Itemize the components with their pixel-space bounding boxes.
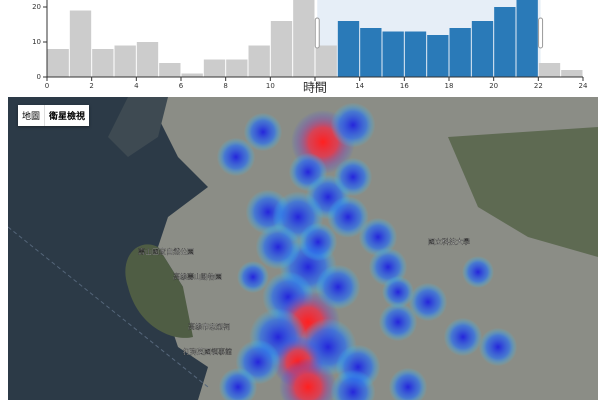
heat-blob [478, 327, 518, 367]
map-label: 打狗英國領事館 [183, 347, 232, 356]
bar [69, 10, 92, 77]
bar [226, 59, 248, 77]
bar [315, 45, 337, 77]
bar [561, 70, 583, 77]
heat-blob [255, 224, 301, 270]
bar [47, 49, 69, 77]
map-type-control: 地圖 衛星檢視 [18, 105, 90, 126]
brush-handle [538, 17, 544, 49]
x-tick-label: 18 [445, 82, 454, 90]
x-tick-label: 6 [179, 82, 184, 90]
heat-blob [330, 369, 376, 400]
heat-blob [237, 261, 269, 293]
heat-blob [462, 256, 494, 288]
x-tick-label: 10 [266, 82, 275, 90]
bar [494, 7, 516, 77]
bar [270, 21, 293, 77]
heat-blob [298, 222, 338, 262]
heat-blob [330, 102, 376, 148]
bar [382, 31, 404, 77]
map-label: 國立科技大學 [428, 237, 470, 246]
park [448, 127, 598, 257]
x-tick-label: 4 [134, 82, 139, 90]
map-label: 壽山國家自然公園 [138, 247, 194, 256]
heat-blob [279, 358, 337, 400]
heat-blob [408, 282, 448, 322]
bar [114, 45, 136, 77]
x-tick-label: 0 [45, 82, 49, 90]
map-button[interactable]: 地圖 [22, 112, 41, 122]
heat-blob [218, 367, 258, 400]
heat-blob [382, 276, 414, 308]
heat-blob [333, 157, 373, 197]
bar [92, 49, 114, 77]
bar [427, 35, 449, 77]
shipping-lane [8, 226, 209, 388]
x-tick-label: 14 [355, 82, 364, 90]
bar [449, 28, 471, 77]
x-tick-label: 16 [400, 82, 409, 90]
brush-handle [314, 17, 320, 49]
bar [516, 0, 538, 77]
harbor [108, 97, 168, 157]
map-label: 高雄市忠烈祠 [188, 322, 230, 331]
heat-blob [243, 112, 283, 152]
x-tick-label: 12 [311, 82, 320, 90]
bar [471, 21, 494, 77]
x-tick-label: 22 [534, 82, 543, 90]
heat-blob [358, 217, 398, 257]
bar [181, 73, 203, 77]
bar [360, 28, 382, 77]
map[interactable]: 高雄市忠烈祠 高雄壽山動物園 壽山國家自然公園 國立科技大學打狗英國領事館 地圖 衛星… [8, 97, 598, 400]
map-label: 高雄壽山動物園 [173, 272, 222, 281]
heat-blob [327, 196, 369, 238]
heat-blob [443, 317, 483, 357]
heat-blob [388, 367, 428, 400]
heat-blob [378, 302, 418, 342]
bar [159, 63, 181, 77]
y-tick-label: 10 [32, 38, 41, 46]
x-tick-label: 8 [223, 82, 227, 90]
bar [248, 45, 270, 77]
bar [538, 63, 561, 77]
x-tick-label: 2 [89, 82, 93, 90]
x-tick-label: 20 [489, 82, 498, 90]
bar [203, 59, 226, 77]
satellite-button[interactable]: 衛星檢視 [44, 105, 89, 126]
bar [337, 21, 360, 77]
bar [136, 42, 159, 77]
heat-blob [216, 137, 256, 177]
x-tick-label: 24 [579, 82, 588, 90]
y-tick-label: 0 [37, 73, 41, 81]
y-tick-label: 20 [32, 3, 41, 11]
hill [125, 244, 193, 338]
bar [293, 0, 315, 77]
x-axis-label: 時間 [303, 81, 327, 95]
bar [404, 31, 427, 77]
